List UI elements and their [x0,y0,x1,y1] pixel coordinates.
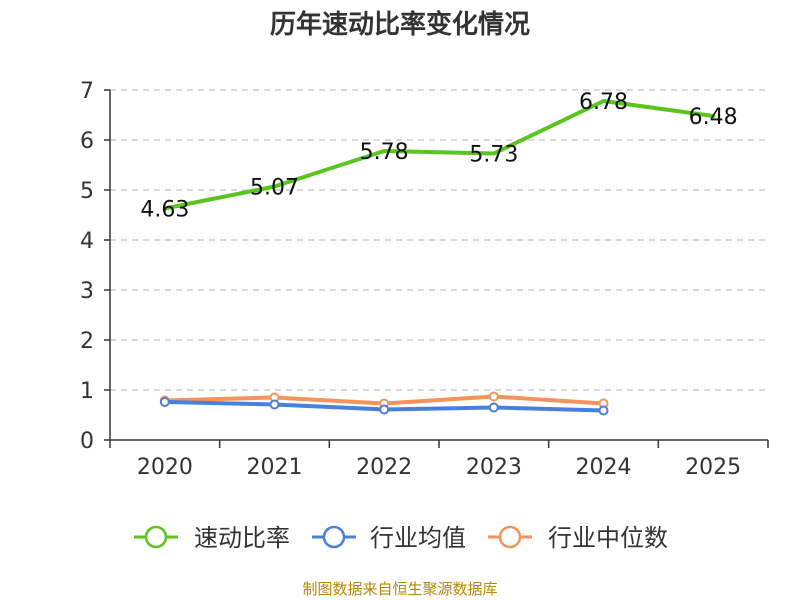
series-line-0 [162,99,716,211]
y-tick-label: 3 [80,279,94,304]
series-marker-1 [488,402,499,413]
legend-label: 速动比率 [194,524,290,552]
y-tick-label: 6 [80,129,94,154]
series-lines [159,99,716,416]
y-tick-label: 4 [80,229,94,254]
data-label: 5.78 [360,140,409,165]
data-label: 5.07 [250,176,299,201]
legend[interactable]: 速动比率 行业均值 行业中位数 [134,524,668,552]
x-tick-label: 2023 [466,455,522,480]
y-tick-label: 1 [80,379,94,404]
y-tick-label: 5 [80,179,94,204]
data-labels: 4.63 5.07 5.78 5.73 6.78 6.48 [140,90,737,223]
y-tick-label: 7 [80,79,94,104]
axes: 0 1 2 3 4 5 6 7 2020 2021 2022 2023 2024 2025 [80,79,769,480]
data-label: 6.78 [579,90,628,115]
legend-item-1[interactable]: 行业均值 [312,524,466,552]
legend-label: 行业中位数 [548,524,668,552]
grid-lines [110,89,768,391]
chart-title: 历年速动比率变化情况 [269,10,530,40]
series-marker-1 [379,404,390,415]
x-tick-label: 2021 [247,455,303,480]
legend-marker [498,525,522,549]
legend-label: 行业均值 [370,524,466,552]
x-tick-label: 2020 [137,455,193,480]
legend-item-0[interactable]: 速动比率 [134,524,290,552]
data-label: 6.48 [689,105,738,130]
series-marker-1 [598,405,609,416]
series-marker-1 [269,399,280,410]
x-tick-label: 2025 [685,455,741,480]
data-label: 4.63 [140,198,189,223]
x-tick-label: 2024 [576,455,632,480]
legend-marker [144,525,168,549]
series-marker-2 [488,391,499,402]
series-marker-1 [159,397,170,407]
y-tick-label: 2 [80,329,94,354]
legend-item-2[interactable]: 行业中位数 [488,524,668,552]
legend-marker [322,525,346,549]
source-note: 制图数据来自恒生聚源数据库 [302,580,498,598]
data-label: 5.73 [469,143,518,168]
y-tick-label: 0 [80,429,94,454]
x-tick-label: 2022 [356,455,412,480]
